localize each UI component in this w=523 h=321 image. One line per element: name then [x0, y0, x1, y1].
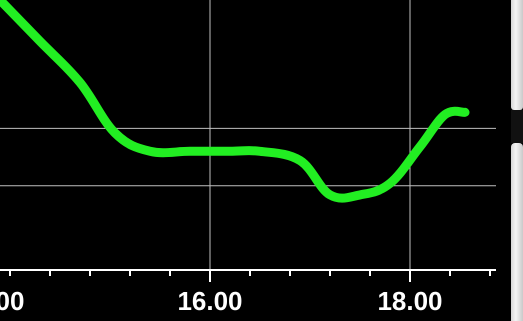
x-tick-label-0: 00 — [0, 286, 24, 316]
scrollbar-thumb-upper[interactable] — [511, 0, 523, 110]
x-tick-label-1: 16.00 — [177, 286, 242, 316]
series-line — [0, 0, 470, 203]
grid-lines — [0, 0, 496, 270]
x-axis — [0, 269, 496, 282]
series-layer — [0, 0, 470, 203]
scrollbar-thumb-lower[interactable] — [511, 143, 523, 321]
x-tick-labels: 00 16.00 18.00 — [0, 286, 443, 316]
x-tick-label-2: 18.00 — [377, 286, 442, 316]
scrollbar-track[interactable] — [511, 110, 523, 143]
